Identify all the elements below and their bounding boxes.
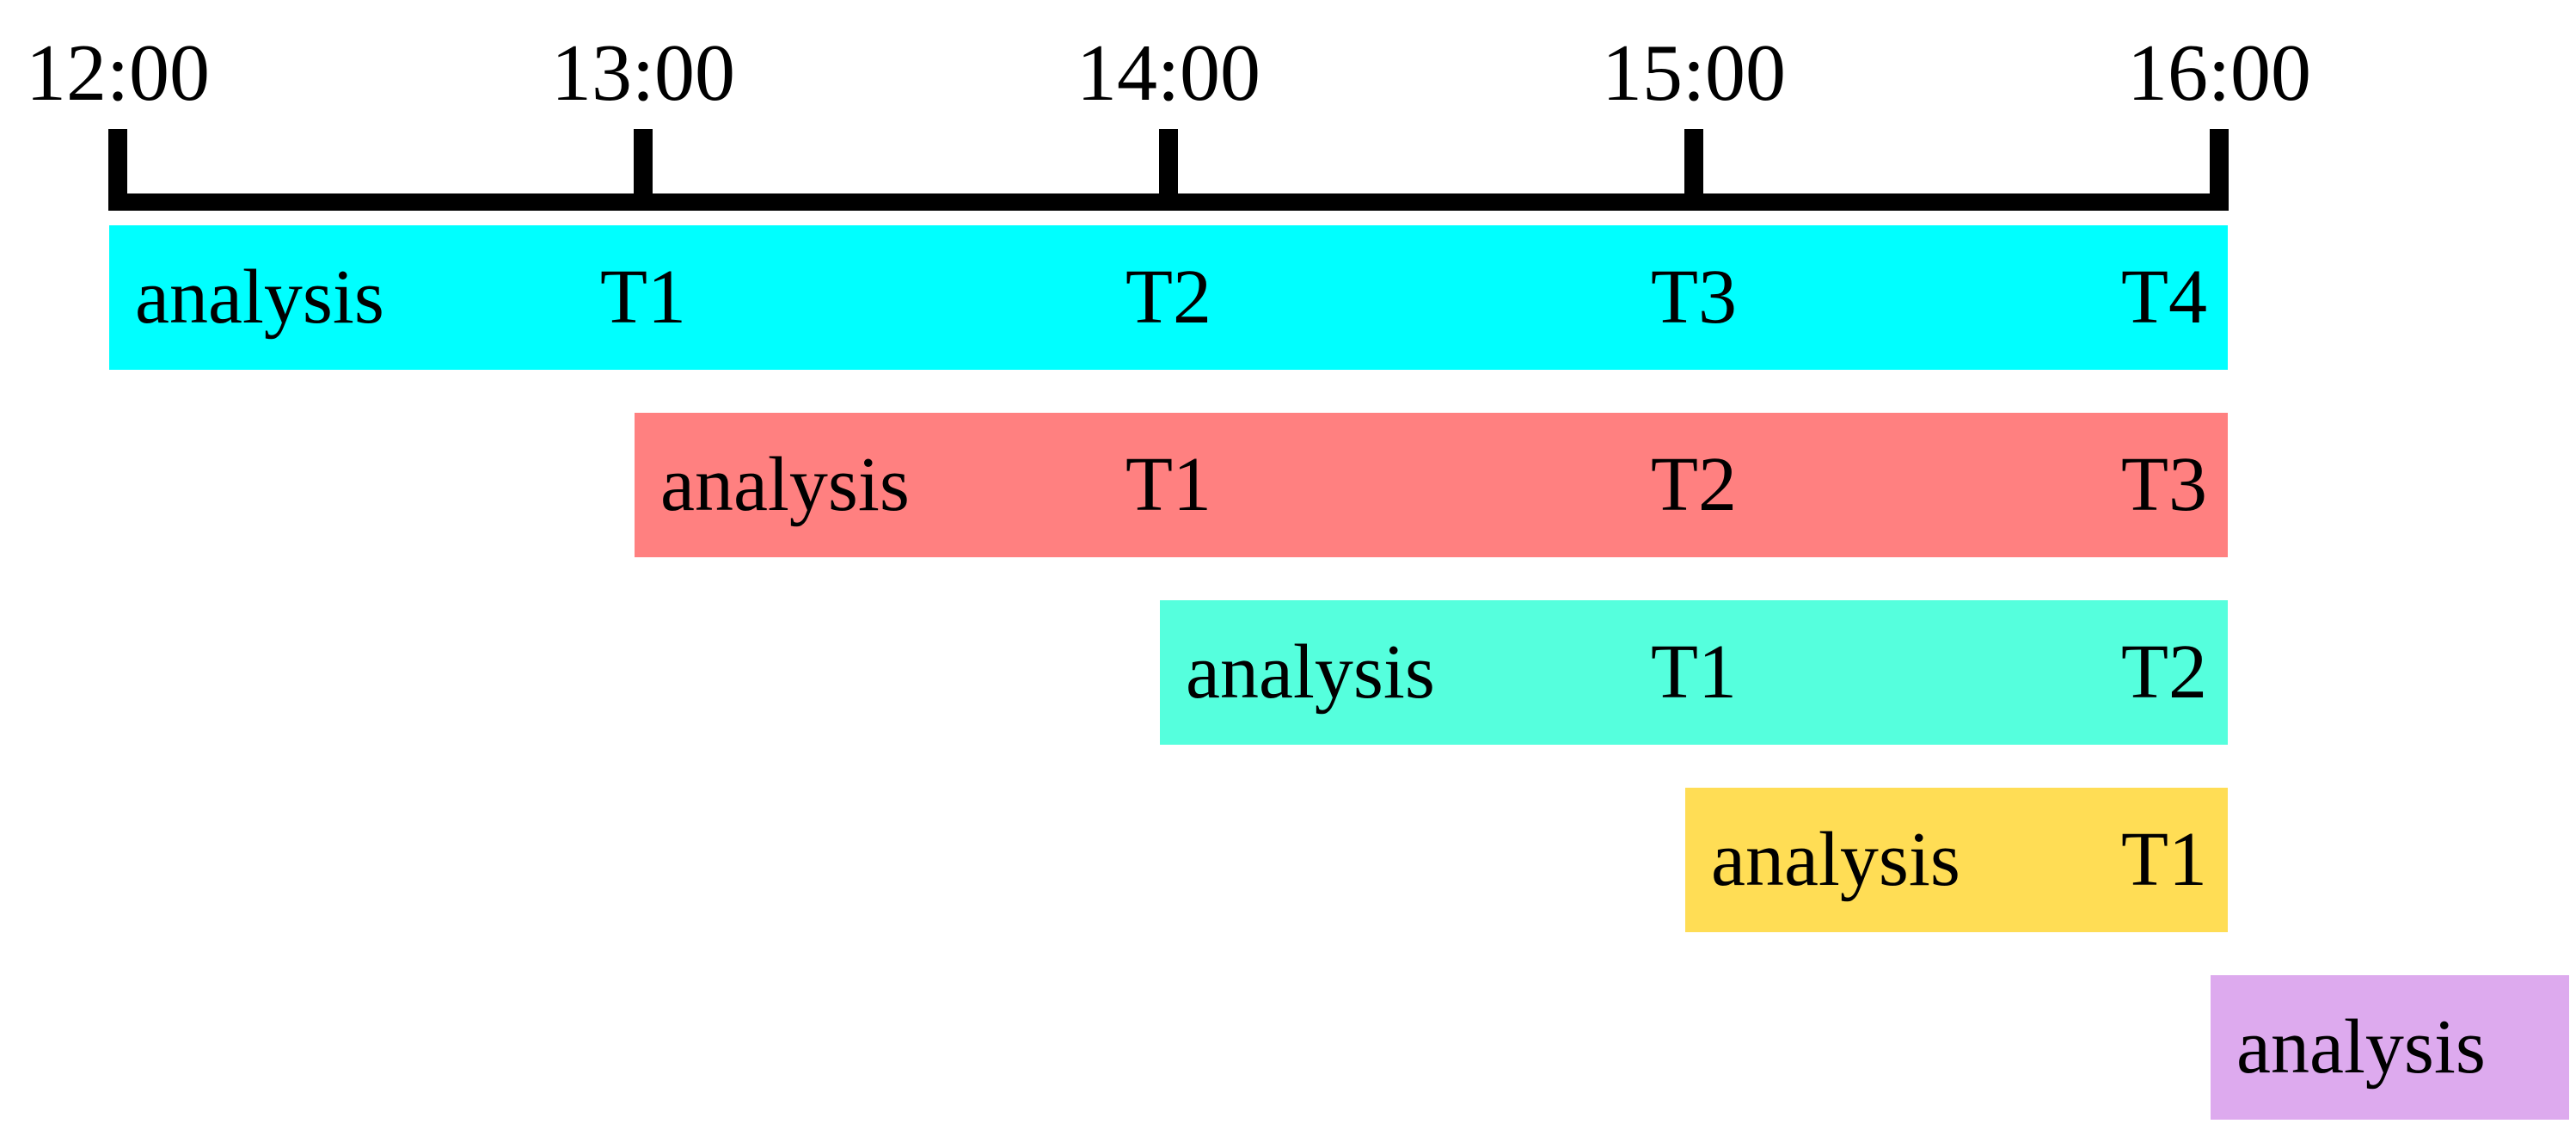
task-label: T4 xyxy=(2121,255,2207,340)
analysis-label: analysis xyxy=(135,255,384,340)
tick-label: 12:00 xyxy=(25,28,211,118)
analysis-bar: analysis T1 T2 T3 T4 xyxy=(109,225,2228,370)
tick-mark xyxy=(2210,129,2229,208)
analysis-bar: analysis T1 T2 T3 xyxy=(635,413,2228,557)
task-label: T1 xyxy=(2121,817,2207,902)
analysis-label: analysis xyxy=(2236,1004,2486,1090)
task-label: T1 xyxy=(1651,629,1737,715)
analysis-label: analysis xyxy=(1186,629,1435,715)
analysis-bar: analysis xyxy=(2211,975,2570,1120)
task-label: T1 xyxy=(600,255,686,340)
tick-label: 16:00 xyxy=(2126,28,2312,118)
tick-mark xyxy=(1159,129,1178,208)
time-axis: 12:00 13:00 14:00 15:00 16:00 xyxy=(0,0,2576,224)
tick-label: 15:00 xyxy=(1601,28,1787,118)
task-label: T3 xyxy=(2121,442,2207,527)
task-label: T1 xyxy=(1125,442,1211,527)
analysis-label: analysis xyxy=(1711,817,1960,902)
tick-mark xyxy=(634,129,653,208)
analysis-bar: analysis T1 xyxy=(1685,788,2228,932)
task-label: T2 xyxy=(1651,442,1737,527)
analysis-bar: analysis T1 T2 xyxy=(1160,600,2228,745)
task-label: T2 xyxy=(2121,629,2207,715)
tick-label: 14:00 xyxy=(1076,28,1261,118)
analysis-label: analysis xyxy=(660,442,910,527)
tick-mark xyxy=(1684,129,1703,208)
task-label: T2 xyxy=(1125,255,1211,340)
tick-label: 13:00 xyxy=(550,28,736,118)
tick-mark xyxy=(108,129,127,208)
task-label: T3 xyxy=(1651,255,1737,340)
